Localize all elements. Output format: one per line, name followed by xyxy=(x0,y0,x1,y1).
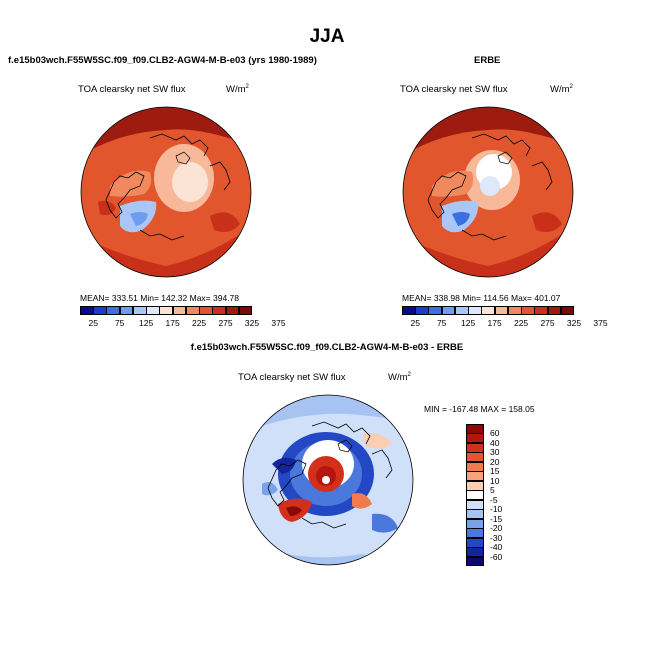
colorbar-swatch xyxy=(466,547,484,558)
colorbar-tick-label: -5 xyxy=(490,494,498,505)
colorbar-swatch xyxy=(466,471,484,482)
diff-colorbar-labels: 60 40 30 20 15 10 5 -5 -10 -15 -20 -30 -40 -60 xyxy=(490,424,530,566)
colorbar-tick-label: 125 xyxy=(139,318,154,328)
obs-panel-title: ERBE xyxy=(474,55,501,66)
colorbar-swatch xyxy=(466,556,484,567)
colorbar-tick-label: 75 xyxy=(436,318,447,328)
colorbar-tick-label: 375 xyxy=(593,318,608,328)
model-panel-title: f.e15b03wch.F55W5SC.f09_f09.CLB2-AGW4-M-… xyxy=(8,55,317,66)
colorbar-tick-label: -10 xyxy=(490,504,503,515)
colorbar-tick-label: 60 xyxy=(490,428,500,439)
colorbar-swatch xyxy=(199,306,213,315)
colorbar-swatch xyxy=(494,306,509,315)
colorbar-tick-label: 125 xyxy=(461,318,476,328)
colorbar-swatch xyxy=(481,306,496,315)
colorbar-swatch xyxy=(507,306,522,315)
colorbar-tick-label: -20 xyxy=(490,523,503,534)
colorbar-swatch xyxy=(466,518,484,529)
colorbar-tick-label: -40 xyxy=(490,542,503,553)
colorbar-tick-label: 325 xyxy=(244,318,260,328)
colorbar-tick-label: 10 xyxy=(490,475,500,486)
colorbar-tick-label: 40 xyxy=(490,437,500,448)
colorbar-swatch xyxy=(415,306,429,315)
diff-variable-label: TOA clearsky net SW flux xyxy=(238,372,346,383)
colorbar-swatch xyxy=(466,424,484,434)
colorbar-swatch xyxy=(238,306,253,315)
colorbar-swatch xyxy=(172,306,187,315)
colorbar-tick-label: 30 xyxy=(490,447,500,458)
colorbar-swatch xyxy=(466,442,484,453)
colorbar-tick-label: 25 xyxy=(88,318,98,328)
colorbar-swatch xyxy=(466,480,484,491)
colorbar-swatch xyxy=(146,306,160,315)
obs-colorbar-labels: 25 75 125 175 225 275 325 375 xyxy=(402,318,607,328)
obs-colorbar xyxy=(402,306,575,315)
colorbar-tick-label: 175 xyxy=(165,318,180,328)
model-variable-label: TOA clearsky net SW flux xyxy=(78,84,186,95)
colorbar-tick-label: 325 xyxy=(566,318,582,328)
colorbar-tick-label: 20 xyxy=(490,456,500,467)
diff-units-label: W/m2 xyxy=(388,372,411,384)
colorbar-swatch xyxy=(466,537,484,548)
colorbar-tick-label: 275 xyxy=(540,318,555,328)
colorbar-swatch xyxy=(402,306,416,315)
diff-polar-map xyxy=(242,394,414,566)
colorbar-swatch xyxy=(441,306,456,315)
colorbar-tick-label: 175 xyxy=(487,318,502,328)
colorbar-tick-label: 275 xyxy=(218,318,233,328)
colorbar-swatch xyxy=(547,306,562,315)
colorbar-swatch xyxy=(466,528,484,539)
figure-title: JJA xyxy=(309,26,345,47)
colorbar-tick-label: 225 xyxy=(191,318,207,328)
colorbar-swatch xyxy=(119,306,134,315)
diff-colorbar xyxy=(466,424,484,567)
model-stats: MEAN= 333.51 Min= 142.32 Max= 394.78 xyxy=(80,293,240,303)
colorbar-swatch xyxy=(225,306,240,315)
model-units-label: W/m2 xyxy=(226,84,249,96)
colorbar-tick-label: -15 xyxy=(490,513,503,524)
model-polar-map xyxy=(80,106,252,278)
colorbar-swatch xyxy=(132,306,147,315)
colorbar-swatch xyxy=(468,306,482,315)
colorbar-swatch xyxy=(466,461,484,472)
colorbar-swatch xyxy=(466,509,484,520)
colorbar-swatch xyxy=(159,306,174,315)
model-colorbar-labels: 25 75 125 175 225 275 325 375 xyxy=(80,318,285,328)
colorbar-tick-label: 225 xyxy=(513,318,529,328)
colorbar-tick-label: -60 xyxy=(490,551,503,562)
colorbar-tick-label: 15 xyxy=(490,466,500,477)
colorbar-swatch xyxy=(106,306,121,315)
colorbar-swatch xyxy=(185,306,200,315)
obs-polar-map xyxy=(402,106,574,278)
colorbar-tick-label: -30 xyxy=(490,532,503,543)
obs-variable-label: TOA clearsky net SW flux xyxy=(400,84,508,95)
colorbar-swatch xyxy=(428,306,443,315)
obs-units-label: W/m2 xyxy=(550,84,573,96)
colorbar-tick-label: 25 xyxy=(410,318,420,328)
colorbar-swatch xyxy=(466,499,484,510)
colorbar-swatch xyxy=(521,306,535,315)
diff-panel-title: f.e15b03wch.F55W5SC.f09_f09.CLB2-AGW4-M-… xyxy=(190,342,464,353)
diff-stats: MIN = -167.48 MAX = 158.05 xyxy=(424,404,535,414)
colorbar-swatch xyxy=(534,306,549,315)
obs-stats: MEAN= 338.98 Min= 114.56 Max= 401.07 xyxy=(402,293,561,303)
colorbar-swatch xyxy=(560,306,575,315)
colorbar-tick-label: 5 xyxy=(490,485,495,496)
colorbar-tick-label: 75 xyxy=(114,318,125,328)
colorbar-swatch xyxy=(454,306,469,315)
colorbar-swatch xyxy=(466,452,484,463)
colorbar-swatch xyxy=(212,306,227,315)
model-colorbar xyxy=(80,306,253,315)
colorbar-swatch xyxy=(466,490,484,501)
colorbar-swatch xyxy=(80,306,94,315)
colorbar-tick-label: 375 xyxy=(271,318,286,328)
colorbar-swatch xyxy=(93,306,107,315)
colorbar-swatch xyxy=(466,433,484,444)
